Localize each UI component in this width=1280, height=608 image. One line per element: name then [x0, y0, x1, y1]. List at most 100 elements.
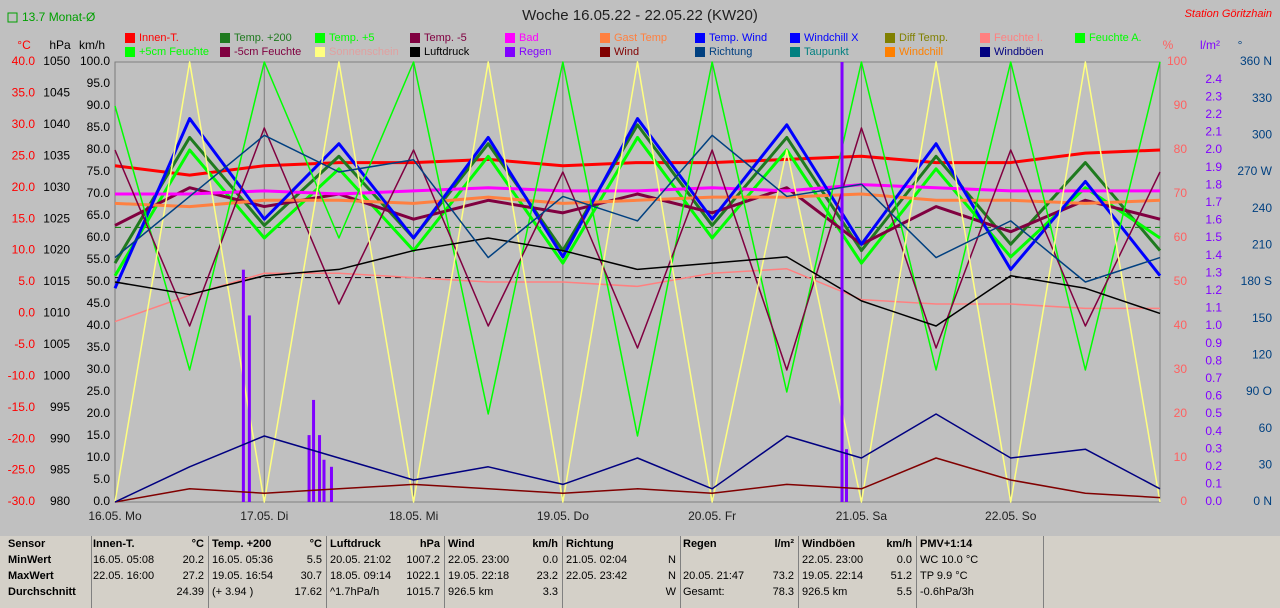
- legend-swatch: [315, 33, 325, 43]
- cell: Regen: [683, 538, 717, 550]
- cell: 17.62: [294, 586, 322, 598]
- stats-row: Durchschnitt: [8, 584, 87, 600]
- cell: 22.05. 16:00: [93, 570, 155, 582]
- x-tick-label: 16.05. Mo: [88, 509, 142, 523]
- stats-row: 19.05. 22:18 23.2: [448, 568, 558, 584]
- y-tick-label: 30.0: [87, 362, 111, 376]
- y-tick-label: 1.2: [1205, 283, 1222, 297]
- legend-label: Windchill X: [804, 32, 859, 44]
- cell: 16.05. 05:36: [212, 554, 274, 566]
- legend-swatch: [1075, 33, 1085, 43]
- y-tick-label: 100.0: [80, 54, 110, 68]
- y-tick-label: 90 O: [1246, 384, 1272, 398]
- stats-header: Luftdruck hPa: [330, 536, 440, 552]
- y-tick-label: 75.0: [87, 164, 111, 178]
- y-tick-label: 1030: [43, 180, 70, 194]
- legend-label: Temp. Wind: [709, 32, 767, 44]
- cell: MinWert: [8, 554, 52, 566]
- legend-label: Gast Temp: [614, 32, 667, 44]
- legend-label: Feuchte I.: [994, 32, 1043, 44]
- cell: 27.2: [182, 570, 204, 582]
- y-tick-label: 1.3: [1205, 265, 1222, 279]
- y-tick-label: 1035: [43, 148, 70, 162]
- cell: Sensor: [8, 538, 46, 550]
- stats-row: W: [566, 584, 676, 600]
- legend-swatch: [885, 47, 895, 57]
- rain-bar: [845, 449, 848, 502]
- rain-bar: [322, 459, 326, 502]
- y-tick-label: 60.0: [87, 230, 111, 244]
- y-tick-label: 1.7: [1205, 195, 1222, 209]
- legend-swatch: [980, 33, 990, 43]
- legend-label: -5cm Feuchte: [234, 46, 301, 58]
- y-tick-label: -25.0: [8, 463, 36, 477]
- stats-row: 22.05. 23:00 0.0: [802, 552, 912, 568]
- x-tick-label: 19.05. Do: [537, 509, 589, 523]
- y-tick-label: 210: [1252, 238, 1272, 252]
- cell: hPa: [419, 538, 440, 550]
- y-tick-label: 2.4: [1205, 72, 1222, 86]
- y-tick-label: 20.0: [87, 406, 111, 420]
- stats-header: Wind km/h: [448, 536, 558, 552]
- stats-header: Temp. +200 °C: [212, 536, 322, 552]
- stats-row: 19.05. 16:54 30.7: [212, 568, 322, 584]
- y-tick-label: 995: [50, 400, 70, 414]
- legend-swatch: [790, 33, 800, 43]
- stats-row: 16.05. 05:36 5.5: [212, 552, 322, 568]
- rain-bar: [318, 435, 322, 502]
- stats-column: Innen-T. °C 16.05. 05:08 20.2 22.05. 16:00 27…: [89, 536, 209, 608]
- axis-unit: hPa: [49, 38, 71, 52]
- legend-label: Temp. +5: [329, 32, 375, 44]
- y-tick-label: 0.0: [1205, 494, 1222, 508]
- cell: 926.5 km: [802, 586, 848, 598]
- y-tick-label: 40: [1174, 318, 1188, 332]
- series-line: [114, 134, 1161, 283]
- legend-label: Windböen: [994, 46, 1044, 58]
- cell: ^1.7hPa/h: [330, 586, 380, 598]
- y-tick-label: 1005: [43, 337, 70, 351]
- legend-swatch: [125, 47, 135, 57]
- cell: 22.05. 23:42: [566, 570, 628, 582]
- stats-row: 20.05. 21:02 1007.2: [330, 552, 440, 568]
- y-tick-label: 0.0: [18, 306, 35, 320]
- stats-row: 22.05. 23:00 0.0: [448, 552, 558, 568]
- y-tick-label: 2.2: [1205, 107, 1222, 121]
- cell: Gesamt:: [683, 586, 725, 598]
- y-tick-label: 25.0: [12, 148, 36, 162]
- y-tick-label: 0.0: [93, 494, 110, 508]
- series-line: [114, 186, 1161, 246]
- y-tick-label: -15.0: [8, 400, 36, 414]
- stats-row: WC 10.0 °C: [920, 552, 1039, 568]
- cell: 5.5: [896, 586, 912, 598]
- cell: 20.2: [182, 554, 204, 566]
- y-tick-label: 95.0: [87, 76, 111, 90]
- cell: 18.05. 09:14: [330, 570, 392, 582]
- cell: 22.05. 23:00: [448, 554, 510, 566]
- stats-row: 20.05. 21:47 73.2: [683, 568, 794, 584]
- cell: 926.5 km: [448, 586, 494, 598]
- cell: TP 9.9 °C: [920, 570, 968, 582]
- rain-bar: [329, 466, 333, 502]
- cell: MaxWert: [8, 570, 54, 582]
- rain-bar: [840, 62, 844, 502]
- cell: 1015.7: [406, 586, 440, 598]
- y-tick-label: 270 W: [1237, 164, 1272, 178]
- series-line: [113, 117, 1162, 289]
- y-tick-label: 45.0: [87, 296, 111, 310]
- cell: 73.2: [772, 570, 794, 582]
- stats-row: 926.5 km 3.3: [448, 584, 558, 600]
- y-tick-label: 985: [50, 463, 70, 477]
- legend-swatch: [600, 47, 610, 57]
- y-tick-label: -10.0: [8, 368, 36, 382]
- y-tick-label: 55.0: [87, 252, 111, 266]
- y-tick-label: 2.3: [1205, 89, 1222, 103]
- legend-label: Taupunkt: [804, 46, 849, 58]
- stats-header: Sensor: [8, 536, 87, 552]
- stats-row: 926.5 km 5.5: [802, 584, 912, 600]
- y-tick-label: 0.6: [1205, 389, 1222, 403]
- y-tick-label: 80: [1174, 142, 1188, 156]
- legend-label: Luftdruck: [424, 46, 470, 58]
- stats-row: TP 9.9 °C: [920, 568, 1039, 584]
- y-tick-label: 1.8: [1205, 177, 1222, 191]
- legend-swatch: [220, 33, 230, 43]
